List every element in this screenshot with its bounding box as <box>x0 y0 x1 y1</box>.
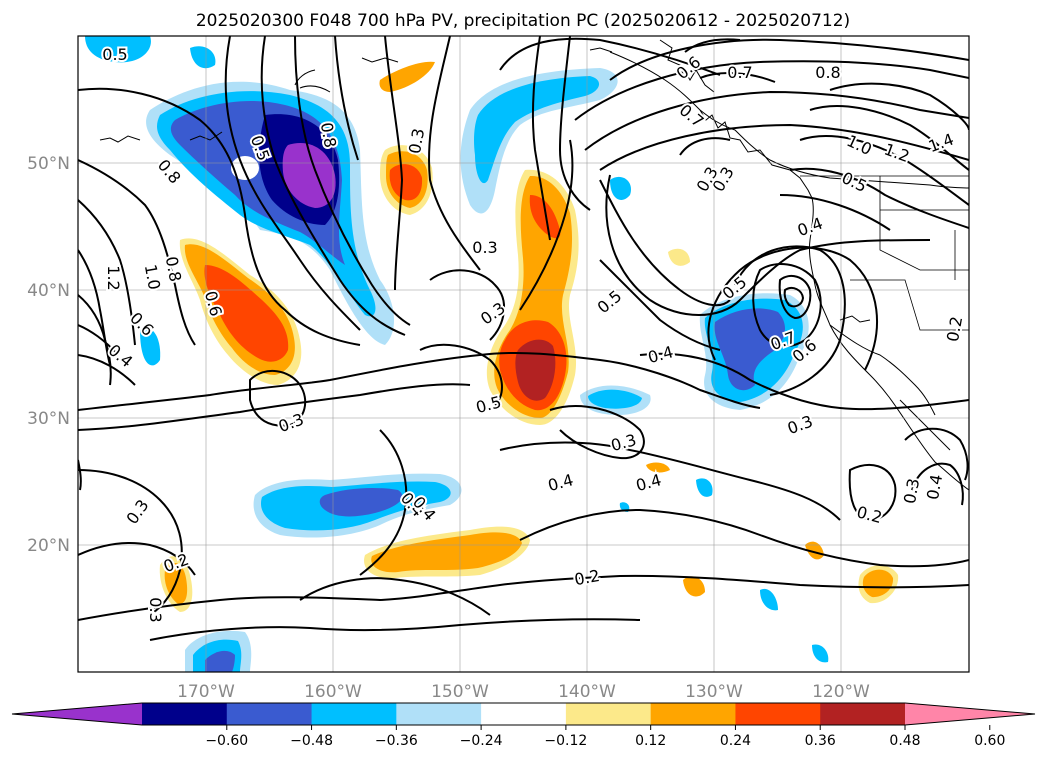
colorbar: −0.60 −0.48 −0.36 −0.24 −0.12 0.12 0.24 0.36 0.4… <box>11 702 1036 749</box>
map-frame <box>77 35 970 673</box>
contour-label: 0.3 <box>900 477 923 505</box>
contour-label: 0.3 <box>146 597 165 622</box>
lat-tick-label: 40°N <box>27 281 70 301</box>
contour-label: 0.4 <box>923 473 946 501</box>
lat-tick-label: 30°N <box>27 409 70 429</box>
colorbar-tick-label: 0.12 <box>635 733 666 749</box>
colorbar-box <box>396 703 482 725</box>
lon-tick-label: 150°W <box>431 682 489 702</box>
contour-label: 1.2 <box>104 265 123 290</box>
contour-labels: 0.5 0.8 0.6 0.5 0.3 0.6 0.7 0.8 1.0 1.2 … <box>100 43 968 625</box>
colorbar-box <box>650 703 736 725</box>
colorbar-extend-high <box>905 703 1035 725</box>
contour-label: 0.2 <box>855 502 885 527</box>
colorbar-tick-label: −0.24 <box>460 733 503 749</box>
lon-tick-label: 140°W <box>558 682 616 702</box>
colorbar-tick-label: 0.36 <box>805 733 836 749</box>
lon-tick-labels: 170°W 160°W 150°W 140°W 130°W 120°W <box>177 682 870 702</box>
colorbar-tick-label: 0.60 <box>974 733 1005 749</box>
borders <box>800 175 969 331</box>
pv-contours <box>78 36 969 641</box>
colorbar-extend-low <box>12 703 142 725</box>
contour-label: 0.3 <box>472 238 497 257</box>
colorbar-box <box>481 703 567 725</box>
lat-tick-labels: 50°N 40°N 30°N 20°N <box>27 154 70 556</box>
contour-label: 0.7 <box>727 63 752 82</box>
figure-title: 2025020300 F048 700 hPa PV, precipitatio… <box>196 11 850 31</box>
colorbar-tick-label: 0.24 <box>720 733 751 749</box>
colorbar-tick-label: −0.12 <box>544 733 587 749</box>
colorbar-box <box>142 703 228 725</box>
contour-label: 0.5 <box>102 45 127 64</box>
colorbar-tick-label: −0.36 <box>375 733 418 749</box>
lon-tick-label: 130°W <box>685 682 743 702</box>
colorbar-box <box>820 703 906 725</box>
gridlines <box>78 36 969 672</box>
colorbar-outline <box>11 702 1036 726</box>
coastlines <box>99 39 969 491</box>
colorbar-tick-label: −0.48 <box>290 733 333 749</box>
colorbar-tick-label: 0.48 <box>889 733 920 749</box>
lat-tick-label: 20°N <box>27 536 70 556</box>
colorbar-box <box>226 703 313 725</box>
colorbar-tick-label: −0.60 <box>205 733 248 749</box>
lon-tick-label: 160°W <box>304 682 362 702</box>
lat-tick-label: 50°N <box>27 154 70 174</box>
contour-label: 0.8 <box>815 63 840 82</box>
colorbar-box <box>311 703 397 725</box>
contour-label: 0.8 <box>317 121 340 149</box>
precip-shading <box>85 36 899 672</box>
colorbar-box <box>735 703 821 725</box>
map-panel: 0.5 0.8 0.6 0.5 0.3 0.6 0.7 0.8 1.0 1.2 … <box>27 35 970 702</box>
lon-tick-label: 170°W <box>177 682 235 702</box>
colorbar-box <box>565 703 652 725</box>
lon-tick-label: 120°W <box>812 682 870 702</box>
